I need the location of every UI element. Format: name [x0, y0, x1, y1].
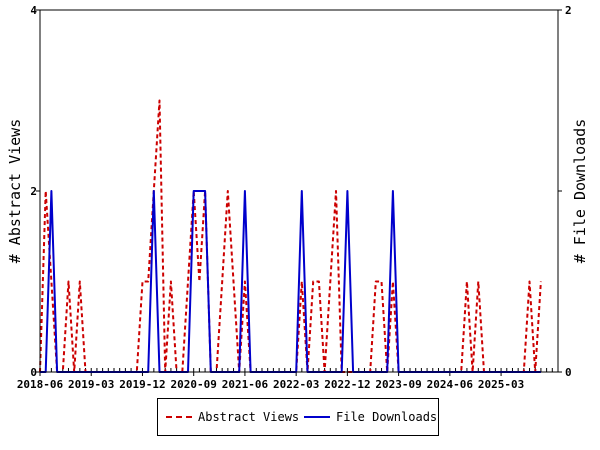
x-tick-label: 2020-09 [171, 378, 217, 391]
chart-legend: Abstract Views File Downloads [157, 398, 439, 436]
legend-swatch-abstract-views [166, 416, 192, 418]
x-tick-label: 2019-12 [119, 378, 165, 391]
right-y-axis-ticks: 02 [558, 4, 572, 379]
x-tick-label: 2018-06 [17, 378, 64, 391]
x-tick-label: 2024-06 [427, 378, 474, 391]
legend-item-abstract-views: Abstract Views [166, 410, 299, 424]
series-line-file-downloads [40, 190, 541, 373]
left-y-tick-label: 4 [30, 4, 37, 17]
x-tick-label: 2019-03 [68, 378, 114, 391]
legend-item-file-downloads: File Downloads [304, 410, 437, 424]
left-y-tick-label: 2 [30, 185, 37, 198]
right-y-tick-label: 0 [565, 366, 572, 379]
x-tick-label: 2021-06 [222, 378, 269, 391]
right-y-tick-label: 2 [565, 4, 572, 17]
x-tick-label: 2022-12 [324, 378, 370, 391]
x-tick-label: 2025-03 [478, 378, 524, 391]
legend-label-file-downloads: File Downloads [336, 410, 438, 424]
x-tick-label: 2023-09 [375, 378, 421, 391]
series-line-abstract-views [39, 99, 542, 373]
left-y-axis-title: # Abstract Views [6, 119, 24, 264]
legend-label-abstract-views: Abstract Views [198, 410, 300, 424]
x-tick-label: 2022-03 [273, 378, 319, 391]
legend-swatch-file-downloads [304, 416, 330, 418]
series-layer [39, 99, 542, 373]
plot-area-frame [39, 9, 559, 373]
left-y-axis-ticks: 0 2 4 [30, 4, 40, 379]
x-axis-tick-labels: 2018-06 2019-03 2019-12 2020-09 2021-06 2022-… [17, 372, 524, 391]
right-y-axis-title: # File Downloads [571, 119, 589, 264]
left-y-tick-label: 0 [30, 366, 37, 379]
